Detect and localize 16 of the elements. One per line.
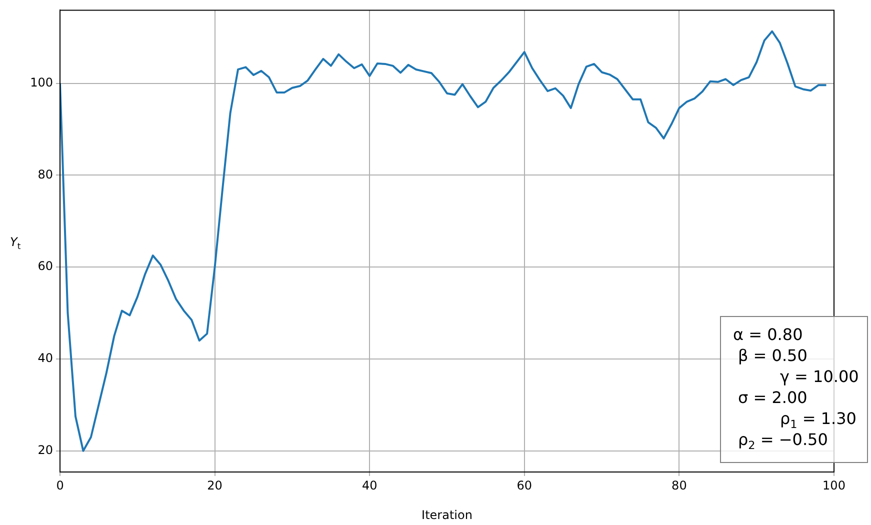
x-tick-label: 60 — [516, 478, 532, 492]
y-tick-label: 20 — [38, 442, 53, 457]
y-tick-label: 40 — [38, 351, 53, 366]
y-tick-label: 60 — [38, 259, 53, 274]
x-tick-label: 20 — [207, 478, 222, 492]
y-tick-label: 80 — [38, 167, 53, 182]
x-tick-label: 40 — [362, 478, 378, 492]
annotation: α = 0.80 — [733, 325, 803, 344]
y-tick-label: 100 — [30, 75, 53, 90]
x-tick-label: 80 — [672, 478, 687, 492]
x-tick-label: 0 — [56, 478, 64, 492]
x-tick-label: 100 — [822, 478, 846, 492]
annotation: β = 0.50 — [738, 346, 808, 365]
annotation: γ = 10.00 — [780, 367, 859, 386]
x-axis-title: Iteration — [422, 508, 472, 522]
annotation: σ = 2.00 — [738, 388, 808, 407]
